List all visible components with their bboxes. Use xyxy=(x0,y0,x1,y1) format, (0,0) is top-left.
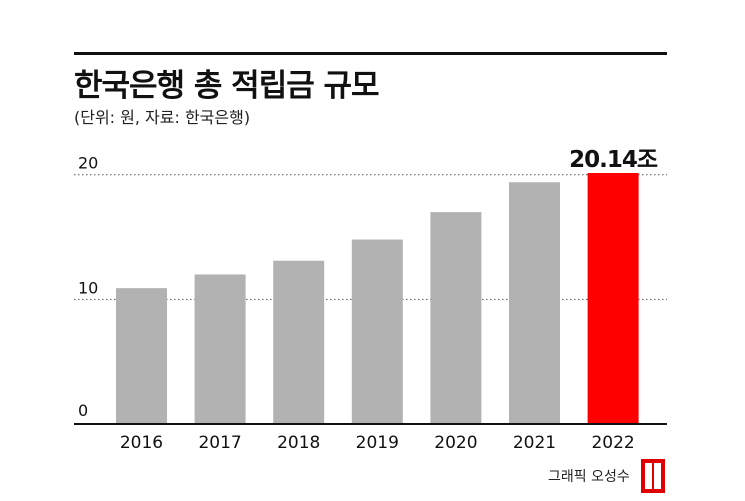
bar-2019 xyxy=(351,239,403,424)
graphic-credit: 그래픽 오성수 xyxy=(548,469,630,485)
x-tick-label: 2019 xyxy=(356,433,399,453)
bars xyxy=(74,173,667,425)
y-tick-label: 0 xyxy=(78,401,88,420)
bar-2022 xyxy=(587,173,639,424)
x-tick-label: 2016 xyxy=(120,433,163,453)
bar-2017 xyxy=(194,274,246,424)
x-tick-label: 2022 xyxy=(591,433,634,453)
y-tick-label: 20 xyxy=(78,154,98,173)
bar-2018 xyxy=(273,260,325,424)
labels: 0 10 20 2016 2017 2018 2019 2020 2021 2022 20.14조 xyxy=(78,147,659,453)
data-label-highlight: 20.14조 xyxy=(569,147,658,173)
title-rule xyxy=(74,52,667,55)
x-tick-label: 2018 xyxy=(277,433,320,453)
x-tick-label: 2021 xyxy=(513,433,556,453)
bar-2016 xyxy=(116,288,167,424)
bar-2021 xyxy=(509,182,560,424)
x-tick-label: 2017 xyxy=(198,433,241,453)
chart-title: 한국은행 총 적립금 규모 xyxy=(74,68,380,104)
x-tick-label: 2020 xyxy=(434,433,477,453)
y-tick-label: 10 xyxy=(78,278,98,297)
bar-2020 xyxy=(430,212,482,424)
publisher-logo-icon xyxy=(641,459,665,493)
chart-subtitle: (단위: 원, 자료: 한국은행) xyxy=(74,108,251,127)
